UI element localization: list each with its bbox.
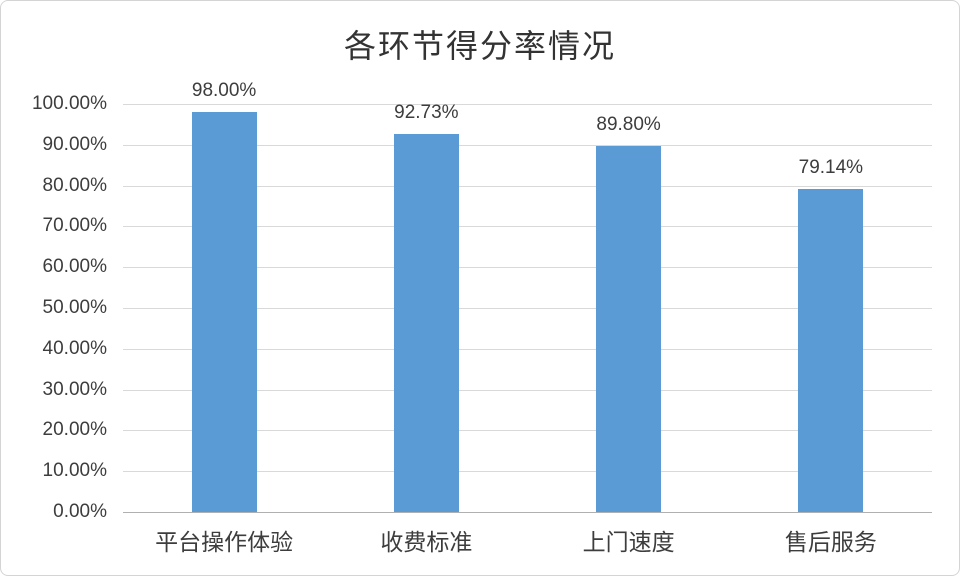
gridline: [123, 308, 932, 309]
y-tick-label: 10.00%: [42, 460, 107, 482]
gridline: [123, 430, 932, 432]
y-tick-label: 80.00%: [42, 174, 107, 196]
gridline: [123, 144, 932, 146]
bar-3: [596, 145, 662, 512]
x-tick-label-3: 上门速度: [582, 529, 675, 555]
chart-title: 各环节得分率情况: [343, 27, 616, 65]
x-axis-line: [123, 512, 932, 513]
plot-area: 98.00% 92.73% 89.80% 79.14%: [123, 80, 932, 513]
y-tick-label: 20.00%: [42, 419, 107, 441]
gridline: [123, 226, 932, 228]
y-tick-label: 40.00%: [42, 337, 107, 359]
gridline: [123, 389, 932, 391]
x-tick-label-1: 平台操作体验: [155, 529, 294, 555]
data-label-1: 98.00%: [191, 80, 257, 102]
gridline: [123, 104, 932, 105]
bar-2: [393, 133, 459, 512]
y-axis: 100.00% 90.00% 80.00% 70.00% 60.00% 50.00% 40.…: [1, 93, 107, 522]
y-tick-label: 90.00%: [42, 133, 107, 155]
data-label-2: 92.73%: [394, 101, 459, 123]
bar-4: [798, 189, 864, 512]
y-tick-label: 60.00%: [42, 256, 107, 278]
gridline: [123, 348, 932, 350]
y-tick-label: 30.00%: [42, 378, 107, 400]
x-tick-label-4: 售后服务: [784, 529, 877, 555]
data-label-4: 79.14%: [798, 157, 864, 179]
y-tick-label: 50.00%: [42, 297, 107, 318]
data-label-3: 89.80%: [596, 113, 661, 135]
gridline: [123, 471, 932, 473]
gridline: [123, 185, 932, 187]
x-tick-label-2: 收费标准: [380, 529, 473, 555]
gridline: [123, 267, 932, 269]
y-tick-label: 0.00%: [53, 501, 107, 522]
bar-1: [191, 112, 257, 512]
y-tick-label: 100.00%: [31, 93, 107, 114]
x-axis: 平台操作体验 收费标准 上门速度 售后服务: [123, 523, 932, 563]
y-tick-label: 70.00%: [42, 215, 107, 237]
